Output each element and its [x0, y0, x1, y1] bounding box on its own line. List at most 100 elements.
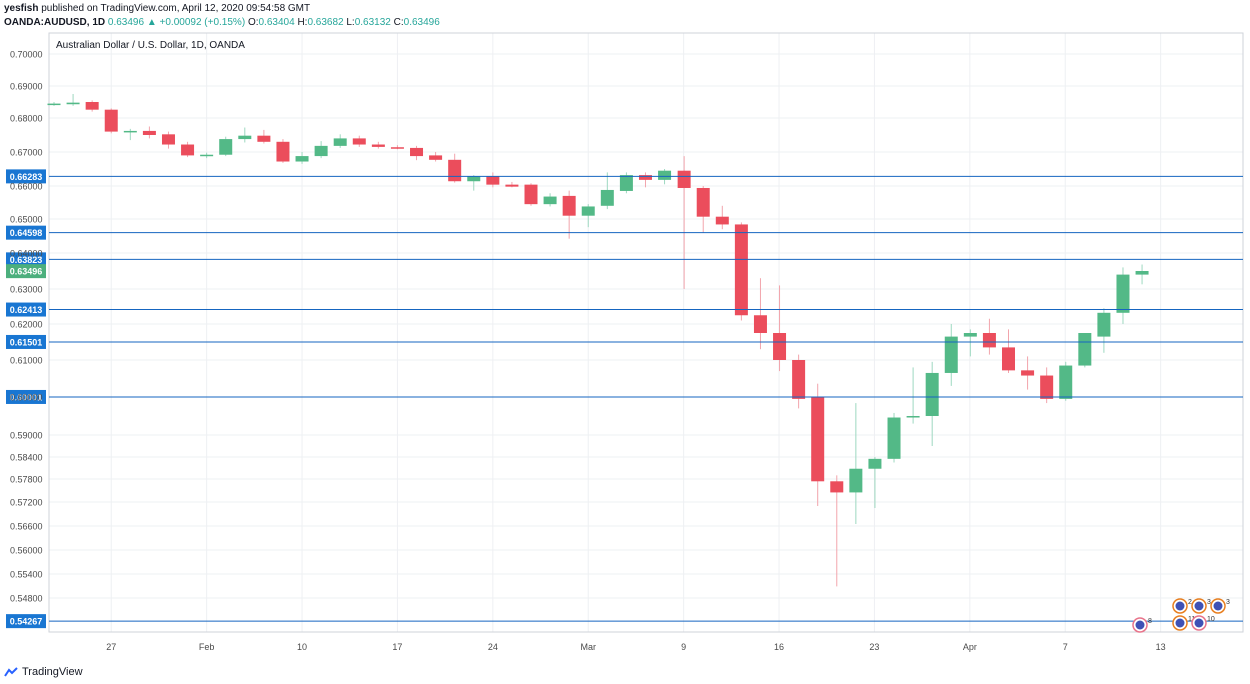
candle-body [1021, 370, 1035, 376]
level-value: 0.60001 [10, 392, 43, 402]
author-name[interactable]: yesfish [4, 3, 39, 14]
candle-body [371, 144, 385, 147]
candle [85, 100, 99, 112]
candle-body [238, 135, 252, 140]
y-tick-label: 0.65000 [10, 215, 43, 225]
event-count: 11 [1188, 616, 1195, 623]
candle [868, 457, 882, 508]
candle [1097, 308, 1111, 353]
candle [505, 181, 519, 188]
time-axis[interactable]: 27 Feb 10 17 24 Mar 9 16 23 Apr 7 13 [106, 642, 1165, 652]
candle [1135, 264, 1149, 285]
candle [1021, 356, 1035, 390]
candle [1059, 361, 1073, 401]
candle-body [352, 138, 366, 145]
candle-body [410, 147, 424, 157]
y-tick-label: 0.54800 [10, 594, 43, 604]
candle [390, 145, 404, 150]
low-label: L: [346, 17, 355, 28]
candle [925, 361, 939, 446]
candle [773, 285, 787, 372]
candle [830, 475, 844, 587]
candle [944, 324, 958, 386]
candle-body [696, 187, 710, 217]
event-flag-icon[interactable]: 3 [1191, 598, 1211, 614]
candle [333, 134, 347, 148]
candle-body [123, 130, 137, 133]
event-count: 3 [1207, 599, 1211, 606]
candle-body [600, 189, 614, 206]
level-value: 0.63823 [10, 255, 43, 265]
y-tick-label: 0.61000 [10, 356, 43, 366]
level-value: 0.62413 [10, 305, 43, 315]
tradingview-brand[interactable]: TradingView [22, 666, 83, 678]
y-tick-label: 0.70000 [10, 50, 43, 60]
candle [295, 152, 309, 164]
candle [524, 183, 538, 206]
open-value: 0.63404 [258, 17, 295, 28]
candle [543, 193, 557, 207]
candle-body [1002, 347, 1015, 371]
candle [906, 367, 920, 424]
candle-body [619, 175, 633, 191]
plot-frame [48, 32, 1244, 633]
candle-body [1040, 375, 1054, 399]
candle [887, 412, 901, 463]
candle-body [47, 103, 61, 106]
candle [219, 136, 233, 157]
candle-body [1135, 271, 1149, 275]
level-badge [6, 389, 46, 404]
candle-body [181, 144, 195, 156]
event-flag-icon[interactable]: 8 [1132, 617, 1152, 633]
chart-grid [49, 33, 1243, 632]
level-value: 0.66283 [10, 172, 43, 182]
published-info: published on TradingView.com, April 12, … [38, 3, 311, 14]
candle [562, 190, 576, 239]
candle-body [429, 155, 443, 160]
last-price: 0.63496 [107, 17, 145, 28]
candle [314, 141, 328, 159]
event-flag-icon[interactable]: 11 [1172, 615, 1195, 631]
candle [677, 156, 691, 289]
tradingview-logo-icon [4, 667, 18, 677]
level-badge [6, 252, 46, 267]
candle [1078, 333, 1092, 368]
event-flag-icon[interactable]: 2 [1172, 598, 1192, 614]
candle-body [1116, 274, 1130, 313]
candle-body [562, 195, 576, 216]
candle [66, 94, 80, 106]
y-tick-label: 0.56000 [10, 546, 43, 556]
event-badges: 2 3 3 11 10 8 [1132, 598, 1230, 633]
x-tick-label: 17 [392, 642, 402, 652]
y-tick-label: 0.64000 [10, 249, 43, 259]
candle-body [142, 130, 156, 135]
candle-body [677, 170, 691, 188]
event-flag-icon[interactable]: 3 [1210, 598, 1230, 614]
candle-body [1078, 333, 1092, 366]
level-value: 0.64598 [10, 228, 43, 238]
x-tick-label: Mar [580, 642, 596, 652]
candle [276, 139, 290, 163]
tradingview-footer: TradingView [4, 663, 83, 681]
candle-body [314, 145, 328, 157]
price-change: +0.00092 (+0.15%) [159, 17, 246, 28]
candle [352, 135, 366, 147]
candle-body [658, 170, 672, 180]
candle [123, 128, 137, 141]
candle [1116, 267, 1130, 324]
level-badge [6, 169, 46, 184]
candle [600, 172, 614, 210]
candle-body [295, 156, 309, 162]
event-flag-icon[interactable]: 10 [1191, 615, 1215, 631]
chart-title: Australian Dollar / U.S. Dollar, 1D, OAN… [56, 40, 245, 51]
candle-body [448, 159, 462, 182]
candle-body [773, 333, 787, 360]
candle-body [390, 147, 404, 149]
close-label: C: [393, 17, 404, 28]
candle [200, 152, 214, 159]
y-tick-label: 0.63000 [10, 285, 43, 295]
price-axis[interactable]: 0.70000 0.69000 0.68000 0.67000 0.66000 0.650… [10, 50, 43, 604]
y-tick-label: 0.60000 [10, 393, 43, 403]
x-tick-label: 24 [488, 642, 498, 652]
candlestick-chart[interactable]: Australian Dollar / U.S. Dollar, 1D, OAN… [0, 0, 1250, 660]
